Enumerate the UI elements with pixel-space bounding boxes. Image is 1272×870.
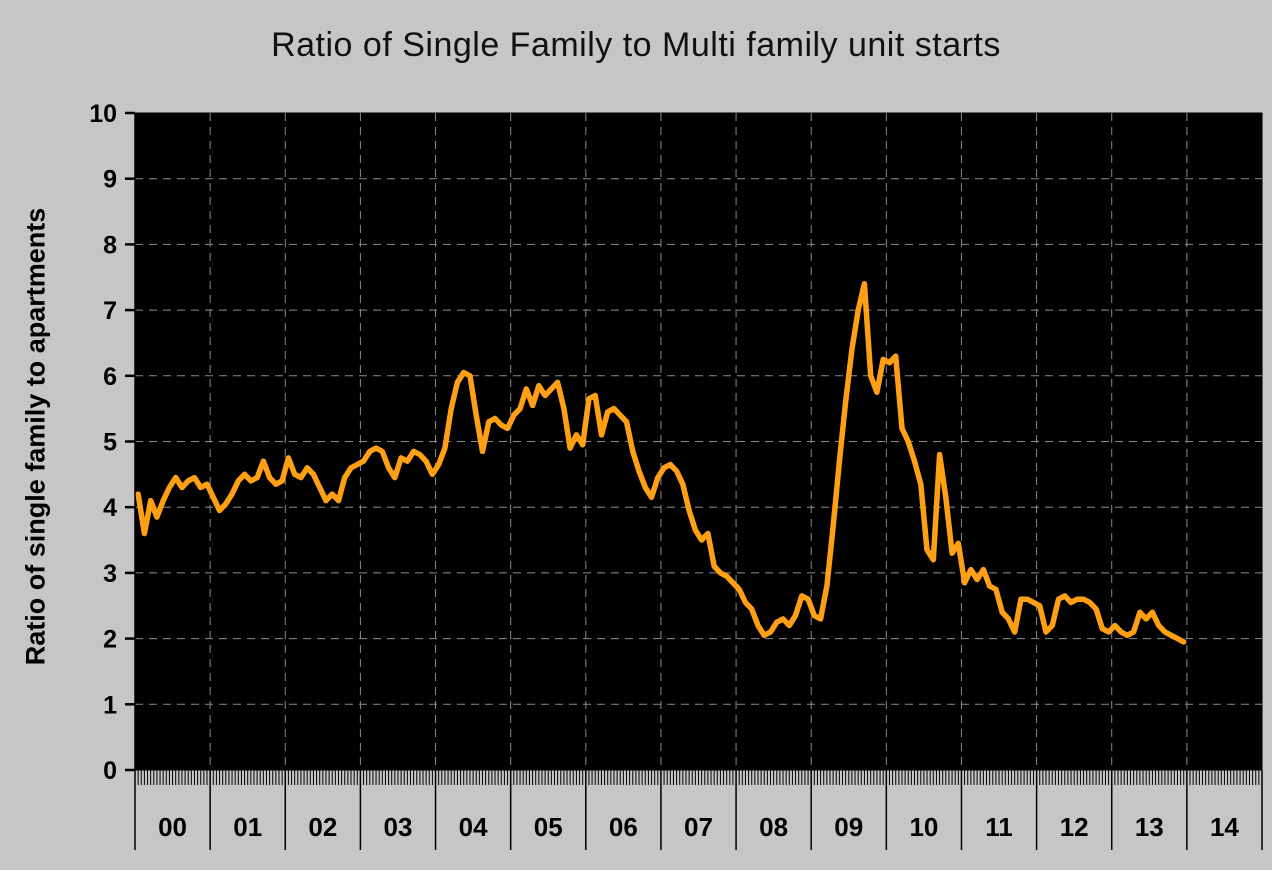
y-tick-label: 4: [103, 494, 117, 522]
x-year-label: 14: [1210, 812, 1239, 842]
y-tick-label: 5: [103, 429, 117, 457]
x-year-label: 07: [684, 812, 713, 842]
x-year-label: 01: [233, 812, 262, 842]
x-year-label: 04: [459, 812, 488, 842]
data-line: [135, 281, 1187, 645]
x-year-label: 06: [609, 812, 638, 842]
y-tick-label: 3: [103, 560, 117, 588]
y-tick-label: 8: [103, 231, 117, 259]
x-year-label: 00: [158, 812, 187, 842]
y-tick-label: 0: [103, 757, 117, 785]
x-year-label: 09: [834, 812, 863, 842]
x-year-label: 13: [1135, 812, 1164, 842]
x-year-label: 03: [384, 812, 413, 842]
y-tick-label: 10: [89, 100, 117, 128]
x-year-label: 12: [1060, 812, 1089, 842]
y-tick-label: 9: [103, 166, 117, 194]
y-tick-label: 7: [103, 297, 117, 325]
x-year-label: 02: [308, 812, 337, 842]
x-year-label: 05: [534, 812, 563, 842]
y-tick-label: 2: [103, 626, 117, 654]
chart-title: Ratio of Single Family to Multi family u…: [271, 26, 1001, 64]
x-year-label: 10: [909, 812, 938, 842]
x-year-label: 11: [985, 812, 1013, 842]
x-year-label: 08: [759, 812, 788, 842]
y-tick-label: 1: [103, 691, 117, 719]
y-tick-label: 6: [103, 363, 117, 391]
